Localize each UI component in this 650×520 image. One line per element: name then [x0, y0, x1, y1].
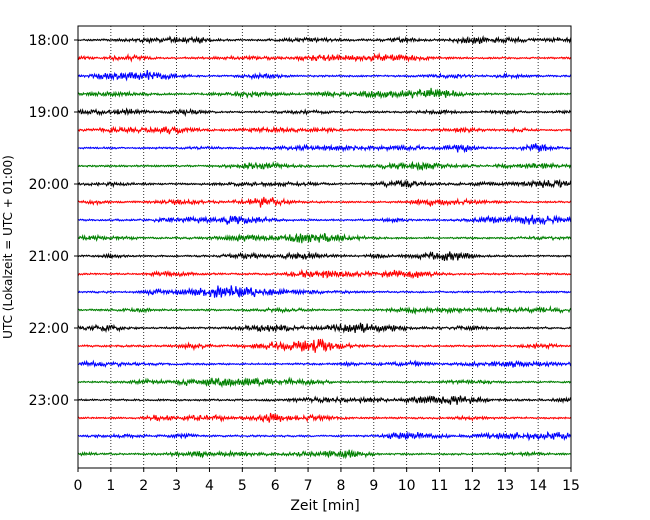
x-tick-label: 0 [74, 478, 83, 494]
x-tick-label: 7 [304, 478, 313, 494]
trace-2045 [77, 232, 572, 244]
x-tick-label: 9 [369, 478, 378, 494]
trace-2315 [77, 412, 572, 423]
trace-2145 [77, 305, 572, 316]
x-tick-label: 14 [529, 478, 547, 494]
x-tick-label: 4 [205, 478, 214, 494]
x-tick-label: 15 [562, 478, 580, 494]
x-tick-label: 3 [172, 478, 181, 494]
x-axis-ticks: 0 1 2 3 4 5 6 7 8 9 10 11 12 13 14 15 [74, 468, 580, 494]
trace-2230 [77, 359, 572, 369]
x-axis-label: Zeit [min] [290, 498, 359, 514]
x-tick-label: 8 [336, 478, 345, 494]
trace-2115 [77, 268, 572, 279]
seismic-traces [77, 35, 572, 460]
trace-2245 [77, 376, 572, 389]
trace-2000 [77, 178, 572, 189]
trace-2015 [77, 196, 572, 208]
trace-2215 [77, 338, 572, 353]
y-tick-label: 21:00 [29, 249, 69, 265]
y-axis-label: UTC (Lokalzeit = UTC + 01:00) [1, 155, 15, 339]
y-tick-label: 20:00 [29, 177, 69, 193]
plot-frame [77, 25, 572, 469]
x-tick-label: 1 [106, 478, 115, 494]
trace-1915 [77, 125, 572, 136]
x-tick-label: 5 [238, 478, 247, 494]
trace-2100 [77, 250, 572, 261]
trace-2300 [77, 395, 572, 405]
x-tick-label: 10 [398, 478, 416, 494]
x-tick-label: 6 [271, 478, 280, 494]
trace-1830 [77, 70, 572, 82]
trace-1815 [77, 52, 572, 63]
trace-2330 [77, 430, 572, 442]
x-tick-label: 2 [139, 478, 148, 494]
y-axis-ticks: 18:00 19:00 20:00 21:00 22:00 23:00 [29, 33, 78, 409]
x-tick-label: 11 [431, 478, 449, 494]
x-tick-label: 12 [463, 478, 481, 494]
y-tick-label: 23:00 [29, 393, 69, 409]
trace-1800 [77, 35, 572, 45]
trace-1945 [77, 160, 572, 172]
trace-1845 [77, 87, 572, 100]
trace-1900 [77, 107, 572, 118]
y-tick-label: 19:00 [29, 105, 69, 121]
y-tick-label: 22:00 [29, 321, 69, 337]
plot-background [78, 26, 571, 468]
trace-2200 [77, 322, 572, 334]
trace-1930 [77, 143, 572, 154]
trace-2130 [77, 285, 572, 299]
trace-2345 [77, 449, 572, 460]
trace-2030 [77, 214, 572, 226]
x-tick-label: 13 [496, 478, 514, 494]
y-tick-label: 18:00 [29, 33, 69, 49]
